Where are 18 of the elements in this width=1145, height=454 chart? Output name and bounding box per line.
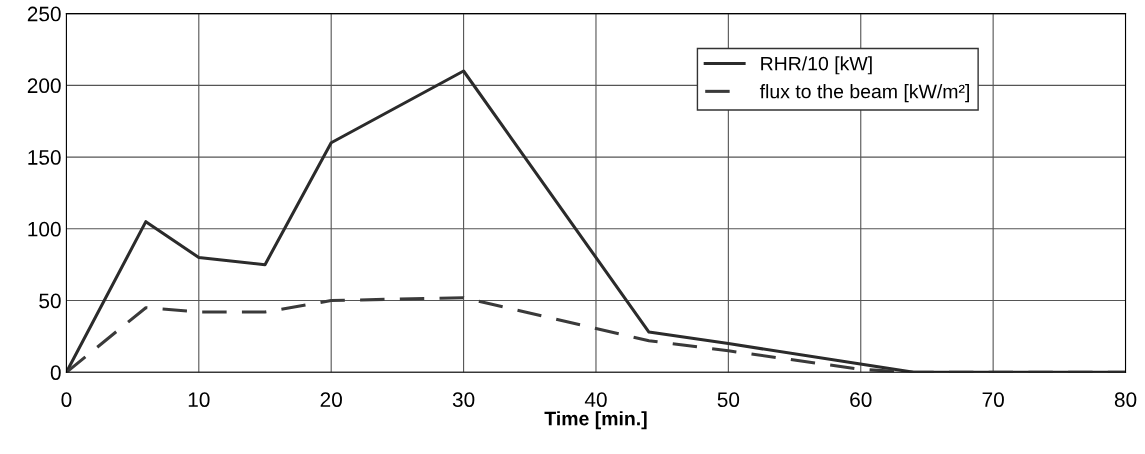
x-tick-label: 80 — [1114, 392, 1137, 408]
x-tick-label: 30 — [452, 392, 475, 408]
y-tick-label: 50 — [39, 293, 61, 309]
y-tick-label: 200 — [27, 78, 61, 94]
x-tick-label: 10 — [188, 392, 210, 408]
x-tick-label: 0 — [61, 392, 72, 408]
x-tick-label: 40 — [584, 392, 607, 408]
legend-label: flux to the beam [kW/m²] — [759, 84, 969, 103]
y-tick-label: 0 — [50, 365, 61, 381]
x-tick-label: 50 — [717, 392, 740, 408]
x-axis-title: Time [min.] — [544, 411, 647, 430]
legend-label: RHR/10 [kW] — [761, 56, 872, 75]
x-tick-label: 20 — [320, 392, 342, 408]
y-tick-label: 100 — [28, 221, 61, 237]
x-tick-label: 70 — [982, 392, 1004, 408]
y-tick-label: 250 — [27, 6, 61, 22]
x-tick-label: 60 — [850, 392, 872, 408]
y-tick-label: 150 — [28, 150, 61, 165]
